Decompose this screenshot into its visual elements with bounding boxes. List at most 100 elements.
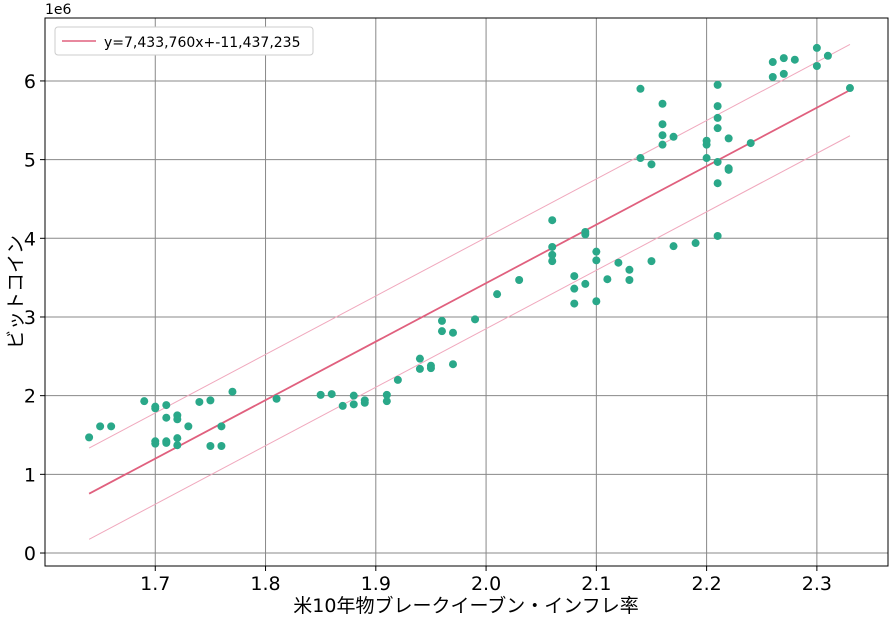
data-point bbox=[85, 433, 94, 442]
legend: y=7,433,760x+-11,437,235 bbox=[54, 26, 314, 56]
data-point bbox=[603, 275, 612, 284]
data-point bbox=[162, 438, 171, 447]
data-point bbox=[669, 242, 678, 251]
data-point bbox=[349, 391, 358, 400]
data-point bbox=[393, 375, 402, 384]
y-tick-label: 5 bbox=[24, 150, 36, 172]
legend-fit-label: y=7,433,760x+-11,437,235 bbox=[104, 35, 301, 51]
data-point bbox=[658, 140, 667, 149]
data-point bbox=[636, 154, 645, 163]
data-point bbox=[768, 73, 777, 82]
data-point bbox=[107, 422, 116, 431]
data-point bbox=[658, 120, 667, 129]
data-point bbox=[592, 297, 601, 306]
data-point bbox=[724, 134, 733, 143]
data-point bbox=[713, 102, 722, 111]
prediction-band-line bbox=[88, 44, 851, 449]
data-point bbox=[570, 272, 579, 281]
data-point bbox=[845, 84, 854, 93]
y-tick-label: 2 bbox=[24, 386, 36, 408]
data-point bbox=[349, 400, 358, 409]
data-point bbox=[746, 139, 755, 148]
data-point bbox=[162, 401, 171, 410]
data-point bbox=[184, 422, 193, 431]
data-point bbox=[713, 124, 722, 133]
x-tick-label: 1.8 bbox=[250, 573, 280, 595]
data-point bbox=[316, 390, 325, 399]
data-point bbox=[415, 354, 424, 363]
data-point bbox=[415, 364, 424, 373]
data-point bbox=[338, 401, 347, 410]
x-tick-label: 1.7 bbox=[140, 573, 170, 595]
data-point bbox=[206, 442, 215, 451]
data-point bbox=[548, 216, 557, 225]
grid bbox=[45, 18, 888, 566]
data-point bbox=[724, 165, 733, 174]
data-point bbox=[437, 316, 446, 325]
x-axis-label: 米10年物ブレークイーブン・インフレ率 bbox=[293, 594, 638, 617]
y-offset-label: 1e6 bbox=[45, 2, 72, 18]
data-point bbox=[812, 61, 821, 70]
data-point bbox=[206, 396, 215, 405]
scatter-points bbox=[85, 43, 854, 451]
data-point bbox=[713, 80, 722, 89]
ticks: 1.7 1.8 1.9 2.0 2.1 2.2 2.3 0 1 2 3 4 5 6 bbox=[24, 71, 832, 595]
x-tick-label: 2.2 bbox=[691, 573, 721, 595]
data-point bbox=[382, 390, 391, 399]
data-point bbox=[448, 328, 457, 337]
data-point bbox=[823, 51, 832, 60]
x-tick-label: 2.1 bbox=[581, 573, 611, 595]
x-tick-label: 1.9 bbox=[361, 573, 391, 595]
data-point bbox=[437, 327, 446, 336]
data-point bbox=[173, 434, 182, 443]
data-point bbox=[173, 441, 182, 450]
data-point bbox=[713, 179, 722, 188]
y-tick-label: 1 bbox=[24, 464, 36, 486]
data-point bbox=[570, 284, 579, 293]
data-point bbox=[614, 258, 623, 267]
data-point bbox=[548, 250, 557, 259]
data-point bbox=[581, 230, 590, 239]
fit-line-group bbox=[88, 89, 851, 495]
data-point bbox=[471, 315, 480, 324]
y-tick-label: 6 bbox=[24, 71, 36, 93]
data-point bbox=[812, 43, 821, 52]
data-point bbox=[592, 256, 601, 265]
data-point bbox=[217, 422, 226, 431]
data-point bbox=[151, 404, 160, 413]
data-point bbox=[448, 360, 457, 369]
data-point bbox=[779, 54, 788, 63]
data-point bbox=[636, 84, 645, 93]
data-point bbox=[360, 398, 369, 407]
data-point bbox=[713, 231, 722, 240]
data-point bbox=[570, 299, 579, 308]
prediction-band-line bbox=[88, 135, 851, 540]
data-point bbox=[272, 394, 281, 403]
y-tick-label: 3 bbox=[24, 307, 36, 329]
data-point bbox=[151, 439, 160, 448]
data-point bbox=[713, 157, 722, 166]
data-point bbox=[173, 415, 182, 424]
x-tick-label: 2.0 bbox=[471, 573, 501, 595]
data-point bbox=[140, 397, 149, 406]
legend-box bbox=[54, 26, 314, 56]
data-point bbox=[515, 276, 524, 285]
data-point bbox=[768, 58, 777, 67]
data-point bbox=[581, 279, 590, 288]
regression-line bbox=[88, 89, 851, 495]
data-point bbox=[426, 364, 435, 373]
data-point bbox=[195, 397, 204, 406]
data-point bbox=[702, 154, 711, 163]
data-point bbox=[493, 290, 502, 299]
data-point bbox=[647, 257, 656, 266]
data-point bbox=[669, 132, 678, 141]
data-point bbox=[658, 131, 667, 140]
y-tick-label: 4 bbox=[24, 228, 36, 250]
data-point bbox=[625, 265, 634, 274]
data-point bbox=[228, 387, 237, 396]
data-point bbox=[625, 276, 634, 285]
plot-frame bbox=[44, 17, 889, 567]
data-point bbox=[658, 99, 667, 108]
